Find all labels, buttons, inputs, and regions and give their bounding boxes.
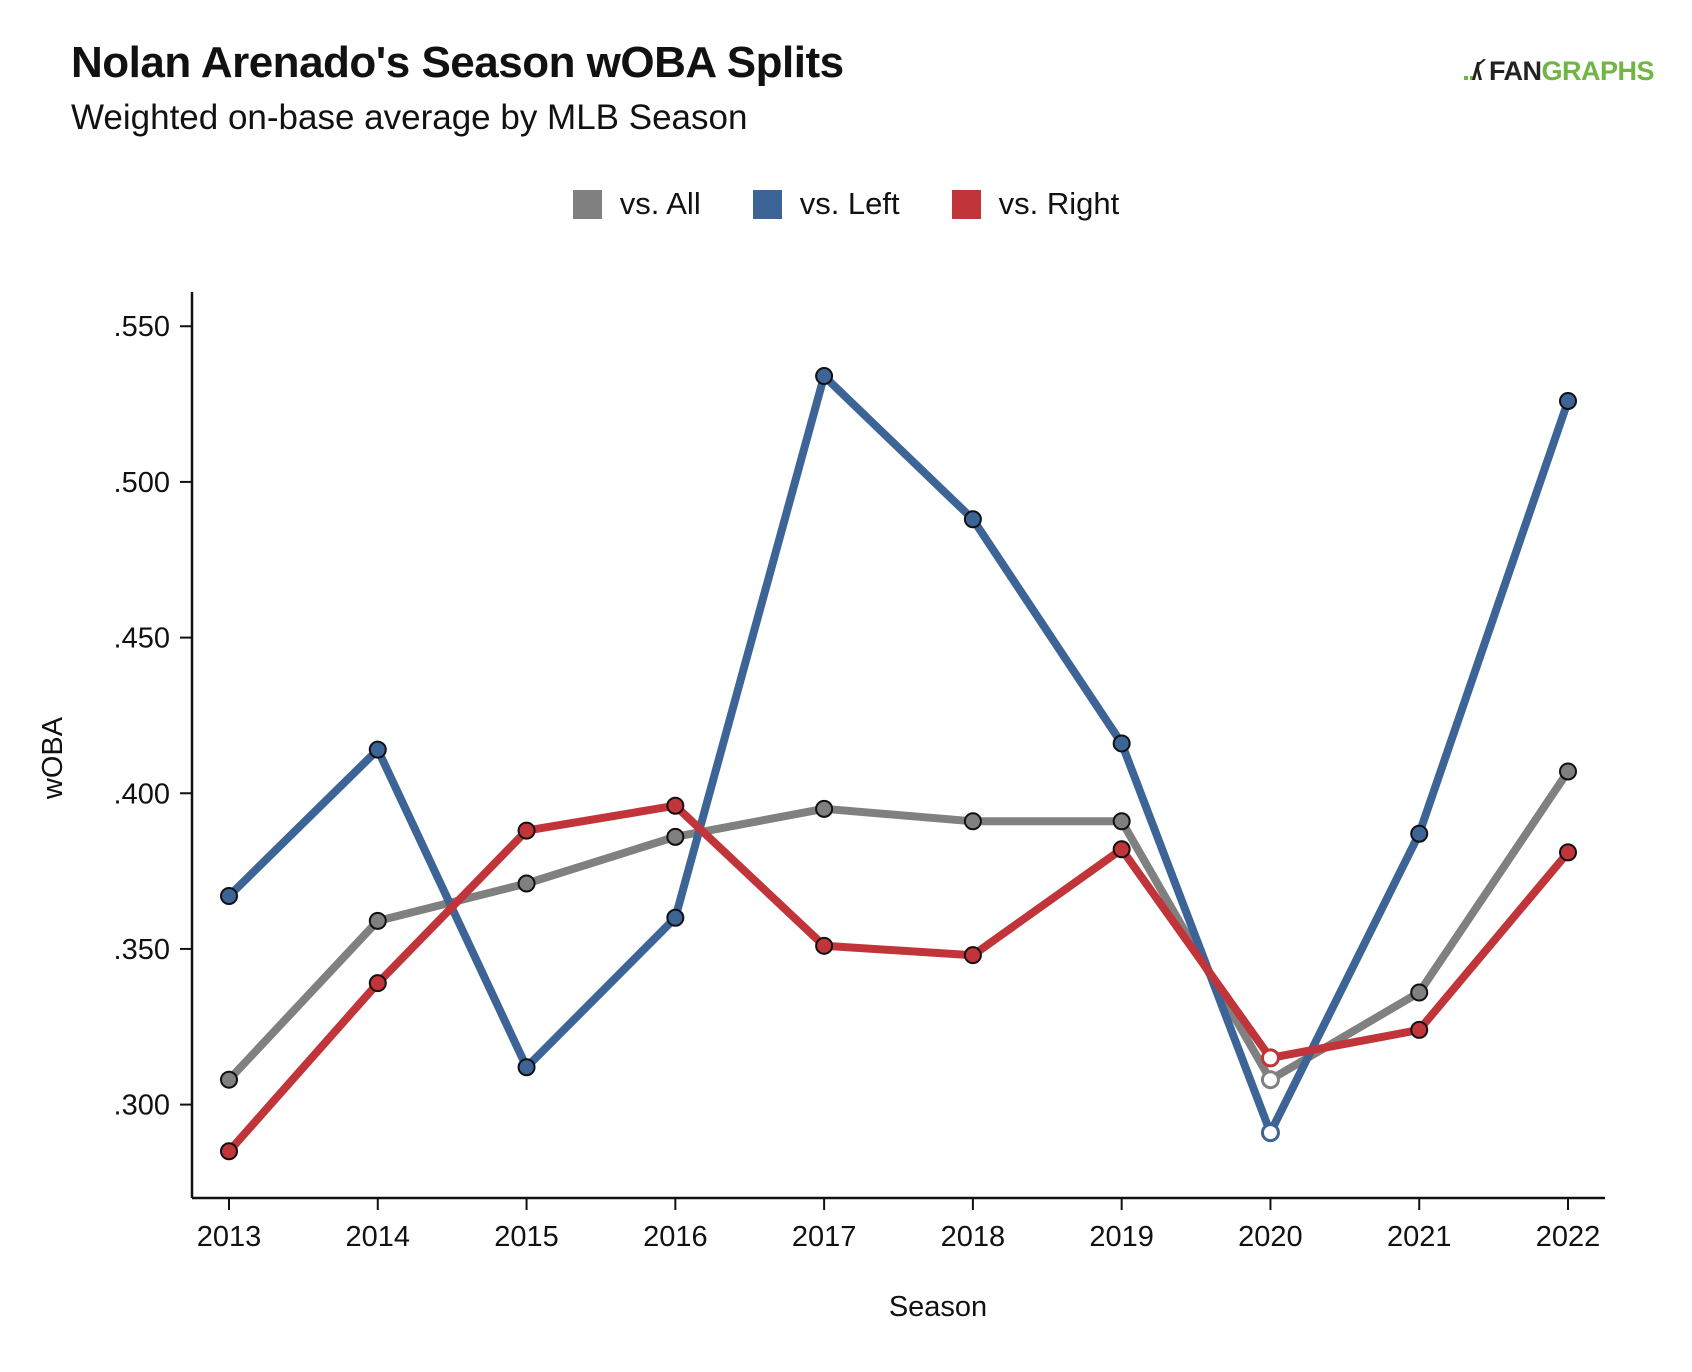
data-point-right bbox=[815, 936, 834, 955]
data-point-all bbox=[368, 911, 387, 930]
y-tick-label: .450 bbox=[114, 623, 170, 655]
data-point-right bbox=[517, 821, 536, 840]
chart-subtitle: Weighted on-base average by MLB Season bbox=[71, 98, 748, 137]
data-point-right bbox=[1559, 843, 1577, 862]
chart-title: Nolan Arenado's Season wOBA Splits bbox=[71, 38, 844, 87]
legend-label-all: vs. All bbox=[619, 186, 701, 221]
data-point-all bbox=[1112, 812, 1131, 831]
series-line-right bbox=[225, 801, 1572, 1156]
legend-item-left: vs. Left bbox=[752, 186, 900, 222]
x-tick-label: 2014 bbox=[346, 1221, 411, 1253]
data-point-right bbox=[368, 974, 387, 993]
y-tick-label: .500 bbox=[114, 467, 170, 499]
data-point-all bbox=[666, 827, 685, 846]
data-point-right bbox=[666, 796, 685, 815]
data-point-left bbox=[1410, 824, 1429, 843]
x-tick-label: 2020 bbox=[1238, 1221, 1303, 1253]
x-tick-label: 2021 bbox=[1387, 1221, 1452, 1253]
x-tick-label: 2018 bbox=[941, 1221, 1006, 1253]
data-point-left bbox=[666, 908, 685, 927]
data-point-right bbox=[1260, 1048, 1280, 1068]
x-tick-label: 2016 bbox=[643, 1221, 708, 1253]
data-point-all bbox=[963, 812, 982, 831]
x-tick-label: 2019 bbox=[1089, 1221, 1154, 1253]
data-point-right bbox=[1410, 1020, 1429, 1039]
chart-legend: vs. All vs. Left vs. Right bbox=[0, 186, 1692, 222]
data-point-right bbox=[220, 1142, 238, 1161]
legend-swatch-left bbox=[752, 189, 782, 219]
logo-text-graphs: GRAPHS bbox=[1541, 56, 1654, 86]
y-axis-title: wOBA bbox=[37, 716, 69, 800]
data-point-all bbox=[1410, 983, 1429, 1002]
data-point-left bbox=[1112, 734, 1131, 753]
batter-icon bbox=[1463, 59, 1486, 80]
tick-labels: .300 .350 .400 .450 .500 .550 2013 2014 2015 2016… bbox=[114, 311, 1601, 1253]
series-points bbox=[220, 367, 1577, 1161]
chart-axes bbox=[180, 292, 1605, 1210]
legend-label-right: vs. Right bbox=[998, 186, 1120, 221]
y-tick-label: .300 bbox=[114, 1090, 170, 1122]
series-lines bbox=[225, 372, 1572, 1156]
data-point-all bbox=[220, 1070, 238, 1089]
legend-item-right: vs. Right bbox=[951, 186, 1120, 222]
data-point-all bbox=[815, 799, 834, 818]
data-point-left bbox=[963, 510, 982, 529]
data-point-right bbox=[963, 946, 982, 965]
data-point-all bbox=[1260, 1070, 1280, 1090]
y-tick-label: .550 bbox=[114, 311, 170, 343]
x-tick-label: 2015 bbox=[494, 1221, 559, 1253]
legend-label-left: vs. Left bbox=[799, 186, 900, 221]
data-point-all bbox=[1559, 762, 1577, 781]
x-axis-title: Season bbox=[889, 1291, 987, 1323]
x-tick-label: 2013 bbox=[197, 1221, 262, 1253]
data-point-left bbox=[220, 887, 238, 905]
data-point-left bbox=[815, 367, 834, 386]
data-point-left bbox=[1260, 1123, 1280, 1143]
data-point-right bbox=[1112, 840, 1131, 859]
fangraphs-logo: FANGRAPHS bbox=[1463, 56, 1654, 87]
data-point-all bbox=[517, 874, 536, 893]
y-tick-label: .350 bbox=[114, 934, 170, 966]
legend-item-all: vs. All bbox=[572, 186, 701, 222]
legend-swatch-right bbox=[951, 189, 981, 219]
data-point-left bbox=[368, 740, 387, 759]
data-point-left bbox=[1559, 391, 1577, 410]
legend-swatch-all bbox=[572, 189, 602, 219]
x-tick-label: 2017 bbox=[792, 1221, 857, 1253]
x-tick-label: 2022 bbox=[1536, 1221, 1601, 1253]
y-tick-label: .400 bbox=[114, 778, 170, 810]
logo-text-fan: FAN bbox=[1488, 56, 1542, 86]
data-point-left bbox=[517, 1058, 536, 1077]
